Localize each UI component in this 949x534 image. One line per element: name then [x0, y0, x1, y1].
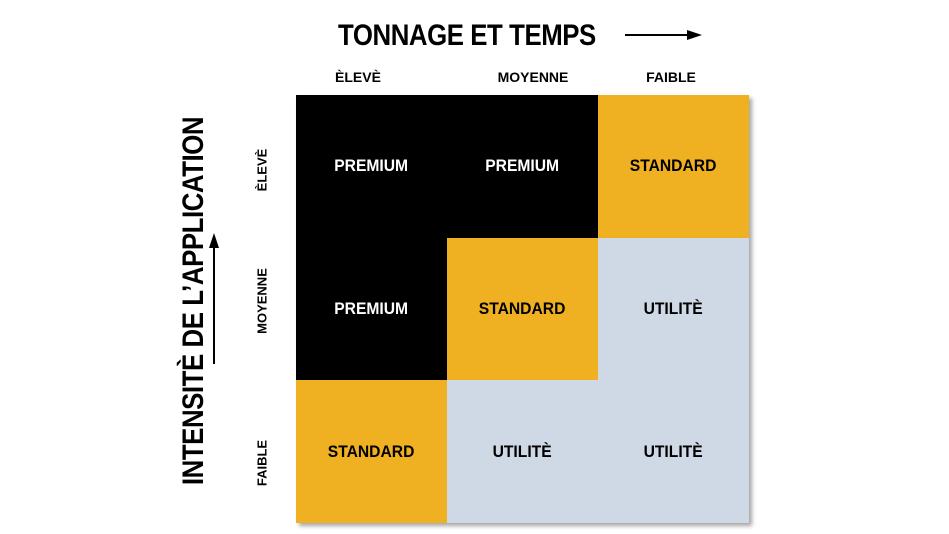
- arrow-up-icon: [209, 233, 219, 364]
- row-label-moyenne-text: MOYENNE: [254, 268, 270, 334]
- row-label-faible-text: FAIBLE: [254, 439, 270, 487]
- cell-low-medium: UTILITÈ: [447, 380, 598, 523]
- cell-high-low: STANDARD: [598, 95, 749, 238]
- row-label-eleve-text: ÈLEVÈ: [254, 148, 270, 192]
- cell-low-high: STANDARD: [296, 380, 447, 523]
- cell-medium-low: UTILITÈ: [598, 237, 749, 381]
- x-axis-title: TONNAGE ET TEMPS: [338, 19, 596, 52]
- cell-medium-high: PREMIUM: [296, 237, 447, 381]
- cell-high-high: PREMIUM: [296, 95, 447, 238]
- y-axis-title-text: INTENSITÈ DE L’APPLICATION: [177, 116, 210, 486]
- cell-high-medium: PREMIUM: [447, 95, 598, 238]
- column-label-moyenne: MOYENNE: [497, 69, 569, 85]
- cell-medium-medium: STANDARD: [447, 237, 598, 381]
- column-label-eleve: ÈLEVÈ: [335, 69, 381, 85]
- cell-low-low: UTILITÈ: [598, 380, 749, 523]
- arrow-right-icon: [625, 30, 702, 40]
- matrix-grid: PREMIUM PREMIUM STANDARD PREMIUM STANDAR…: [296, 95, 749, 523]
- column-label-faible: FAIBLE: [646, 69, 696, 85]
